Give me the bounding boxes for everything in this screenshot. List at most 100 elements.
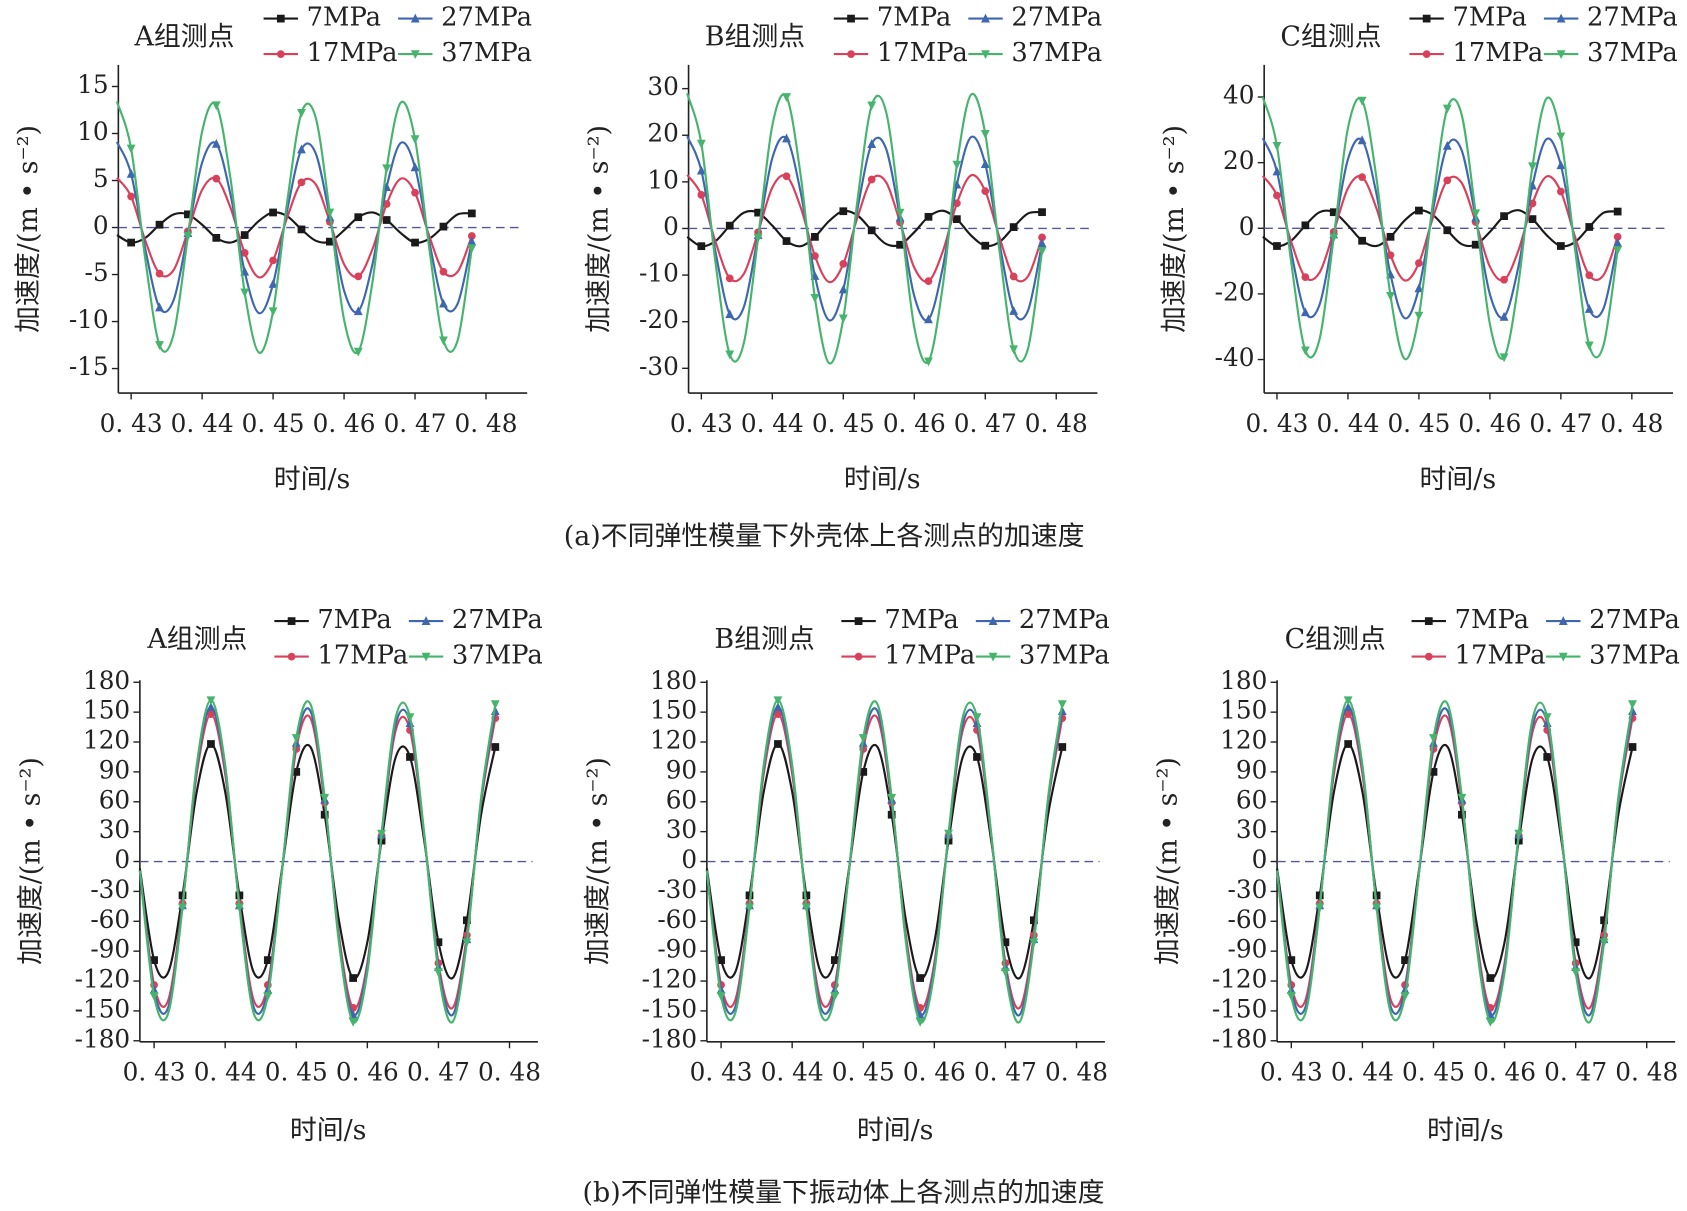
marker	[854, 652, 863, 661]
marker	[1037, 246, 1047, 256]
marker	[184, 210, 192, 219]
marker	[467, 244, 477, 254]
y-tick-label: 60	[1236, 785, 1267, 814]
marker	[725, 221, 734, 230]
marker	[1343, 696, 1353, 706]
marker	[867, 101, 877, 111]
marker	[981, 50, 990, 60]
y-tick-label: 0	[93, 211, 109, 240]
marker	[410, 50, 420, 60]
marker	[382, 216, 391, 224]
y-axis-label: 加速度/(m • s⁻²)	[582, 757, 613, 965]
y-tick-label: 150	[83, 696, 130, 725]
legend-label: 7MPa	[317, 605, 391, 635]
marker	[1301, 221, 1310, 230]
marker	[980, 159, 990, 169]
marker	[287, 617, 296, 625]
x-tick-label: 0. 43	[670, 409, 733, 438]
y-tick-label: 30	[1236, 815, 1267, 844]
y-tick-label: -90	[657, 935, 697, 964]
marker	[1613, 207, 1622, 216]
marker	[178, 903, 187, 913]
marker	[297, 144, 306, 154]
caption: (b)不同弹性模量下振动体上各测点的加速度	[583, 1178, 1105, 1209]
marker	[212, 174, 221, 183]
legend-label: 7MPa	[884, 605, 958, 635]
marker	[1442, 104, 1452, 114]
marker	[839, 260, 848, 268]
marker	[1329, 208, 1338, 217]
legend-label: 27MPa	[1589, 605, 1680, 635]
x-tick-label: 0. 48	[478, 1058, 541, 1087]
marker	[411, 238, 419, 247]
x-tick-label: 0. 44	[1331, 1058, 1394, 1087]
legend-label: 37MPa	[1011, 38, 1102, 68]
x-tick-label: 0. 47	[384, 409, 447, 438]
y-tick-label: -180	[642, 1024, 698, 1053]
x-tick-label: 0. 47	[954, 409, 1017, 438]
marker	[1556, 50, 1566, 60]
y-tick-label: 20	[1223, 146, 1254, 175]
marker	[1315, 903, 1325, 913]
marker	[1500, 275, 1508, 284]
legend-label: 37MPa	[452, 641, 543, 671]
marker	[149, 992, 159, 1001]
marker	[354, 272, 363, 281]
marker	[1057, 700, 1067, 710]
marker	[1357, 96, 1367, 106]
marker	[830, 956, 839, 964]
y-tick-label: -90	[1228, 935, 1268, 964]
marker	[406, 753, 414, 761]
marker	[1344, 710, 1353, 719]
marker	[269, 208, 277, 217]
y-tick-label: -120	[642, 965, 698, 994]
x-tick-label: 0. 43	[100, 409, 163, 438]
x-tick-label: 0. 45	[265, 1058, 328, 1087]
marker	[269, 256, 277, 265]
series-line	[138, 742, 497, 980]
y-tick-label: 150	[650, 696, 697, 725]
marker	[838, 284, 848, 294]
y-tick-label: 120	[650, 726, 697, 755]
marker	[155, 220, 164, 229]
legend-label: 37MPa	[1587, 38, 1678, 68]
marker	[973, 753, 981, 761]
chart-title: A组测点	[146, 624, 247, 655]
marker	[1058, 743, 1067, 751]
marker	[717, 956, 725, 964]
marker	[1424, 652, 1433, 661]
marker	[1038, 208, 1046, 217]
marker	[1009, 272, 1018, 281]
marker	[1001, 938, 1010, 947]
marker	[206, 696, 216, 706]
y-tick-label: -5	[85, 258, 109, 287]
marker	[1471, 240, 1480, 249]
marker	[782, 172, 791, 181]
marker	[382, 164, 392, 174]
y-tick-label: 60	[99, 785, 130, 814]
marker	[1571, 938, 1580, 947]
marker	[1500, 212, 1508, 221]
marker	[1424, 617, 1433, 625]
y-tick-label: -150	[75, 994, 131, 1023]
series-line	[138, 699, 497, 1024]
marker	[411, 188, 419, 197]
chart-title: B组测点	[705, 22, 805, 53]
marker	[1628, 700, 1637, 710]
x-tick-label: 0. 45	[812, 409, 875, 438]
marker	[801, 903, 811, 913]
marker	[291, 734, 301, 743]
marker	[263, 992, 273, 1001]
marker	[1558, 616, 1568, 625]
marker	[155, 341, 164, 351]
marker	[782, 93, 791, 102]
y-tick-label: 120	[83, 726, 130, 755]
y-tick-label: 10	[647, 165, 678, 194]
marker	[887, 810, 896, 819]
x-axis-label: 时间/s	[274, 464, 351, 495]
marker	[1272, 166, 1282, 176]
marker	[895, 208, 905, 218]
marker	[1556, 132, 1566, 142]
caption: (a)不同弹性模量下外壳体上各测点的加速度	[564, 521, 1085, 552]
y-tick-label: -20	[1215, 277, 1255, 306]
